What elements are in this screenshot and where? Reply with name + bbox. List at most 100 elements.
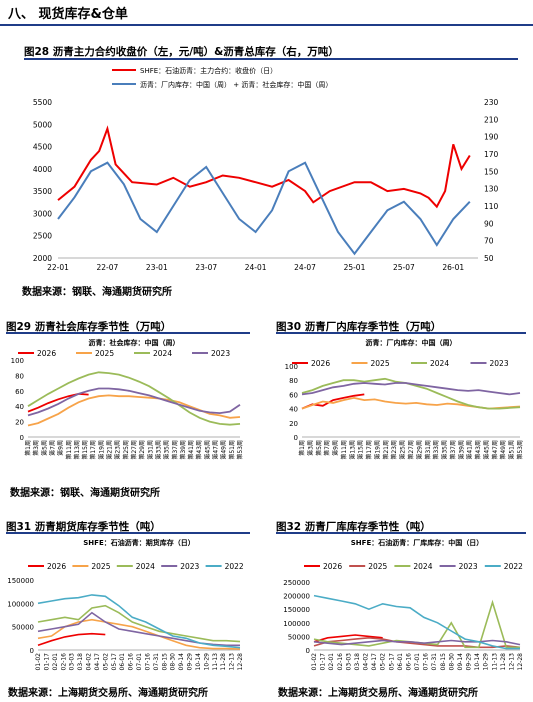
x-tick-label: 25-01 [344, 263, 366, 272]
legend-label-2024: 2024 [430, 359, 449, 368]
x-tick-label: 07-16 [423, 653, 430, 671]
legend-label-2025: 2025 [368, 562, 387, 571]
x-tick-label: 11-28 [220, 653, 227, 671]
x-tick-label: 12-13 [229, 653, 236, 671]
x-tick-label: 第15周 [357, 440, 365, 460]
x-tick-label: 第29周 [415, 440, 423, 460]
left-y-tick-label: 5000 [33, 120, 52, 129]
x-tick-label: 12-13 [508, 653, 515, 671]
series-line-2023 [313, 639, 521, 646]
series-line-2024 [27, 371, 241, 426]
y-tick-label: 0 [30, 647, 34, 655]
x-tick-label: 02-16 [60, 653, 67, 671]
chart-title: SHFE：石油沥青：期货库存（日） [83, 538, 194, 547]
x-tick-label: 第45周 [203, 440, 211, 460]
x-tick-label: 06-16 [128, 653, 135, 671]
x-tick-label: 第41周 [187, 440, 195, 460]
series-line-2026 [301, 393, 365, 410]
x-tick-label: 07-01 [136, 653, 143, 671]
legend-label-2025: 2025 [95, 349, 114, 358]
x-tick-label: 10-29 [483, 653, 490, 671]
x-tick-label: 第25周 [122, 440, 130, 460]
x-tick-label: 第19周 [373, 440, 381, 460]
x-tick-label: 08-15 [440, 653, 447, 671]
y-tick-label: 60 [289, 391, 298, 399]
left-y-tick-label: 2000 [33, 254, 52, 263]
figure-29-rule [6, 332, 250, 334]
x-tick-label: 02-01 [328, 653, 335, 671]
right-y-tick-label: 70 [484, 237, 494, 246]
x-tick-label: 07-31 [153, 653, 160, 671]
y-tick-label: 150000 [283, 606, 310, 614]
x-tick-label: 02-16 [337, 653, 344, 671]
figure-28-caption: 图28 沥青主力合约收盘价（左，元/吨）&沥青总库存（右，万吨） [24, 46, 339, 58]
y-tick-label: 20 [289, 420, 298, 428]
x-tick-label: 第39周 [457, 440, 465, 460]
legend-label-2026: 2026 [311, 359, 330, 368]
x-tick-label: 03-03 [69, 653, 76, 671]
x-tick-label: 第3周 [306, 440, 314, 456]
left-y-tick-label: 2500 [33, 232, 52, 241]
x-tick-label: 07-01 [414, 653, 421, 671]
series-line-2024 [37, 604, 241, 643]
x-tick-label: 03-03 [345, 653, 352, 671]
figure-31-caption: 图31 沥青期货库存季节性（吨） [6, 521, 161, 533]
legend-label-2025: 2025 [91, 562, 110, 571]
x-tick-label: 10-29 [203, 653, 210, 671]
figure-32-source: 数据来源：上海期货交易所、海通期货研究所 [278, 688, 478, 699]
series-line-2022 [37, 594, 241, 649]
x-tick-label: 第15周 [81, 440, 89, 460]
x-tick-label: 第49周 [220, 440, 228, 460]
x-tick-label: 第5周 [315, 440, 323, 456]
figure-31-source: 数据来源：上海期货交易所、海通期货研究所 [8, 688, 208, 699]
figure-30-rule [276, 332, 526, 334]
x-tick-label: 25-07 [393, 263, 415, 272]
legend-label-2023: 2023 [211, 349, 230, 358]
y-tick-label: 40 [289, 406, 298, 414]
x-tick-label: 第9周 [332, 440, 340, 456]
section-divider [0, 24, 533, 26]
legend-label-2024: 2024 [136, 562, 155, 571]
x-tick-label: 05-17 [111, 653, 118, 671]
y-tick-label: 0 [294, 434, 298, 442]
y-tick-label: 40 [15, 403, 24, 411]
x-tick-label: 第49周 [499, 440, 507, 460]
series-line-2025 [37, 618, 241, 650]
y-tick-label: 80 [289, 377, 298, 385]
x-tick-label: 第1周 [298, 440, 306, 456]
left-y-tick-label: 3000 [33, 209, 52, 218]
legend-label-0: SHFE：石油沥青：主力合约：收盘价（日） [140, 66, 277, 75]
x-tick-label: 07-16 [144, 653, 151, 671]
x-tick-label: 第35周 [441, 440, 449, 460]
chart-fig31: SHFE：石油沥青：期货库存（日） 2026 2025 2024 2023 2022 0 50… [7, 538, 244, 671]
y-tick-label: 60 [15, 388, 24, 396]
x-tick-label: 第43周 [474, 440, 482, 460]
x-tick-label: 06-16 [405, 653, 412, 671]
x-tick-label: 01-17 [43, 653, 50, 671]
y-tick-label: 50000 [12, 624, 34, 632]
y-tick-label: 100 [11, 357, 24, 365]
series-line-2025 [313, 636, 521, 649]
y-tick-label: 0 [20, 434, 24, 442]
x-tick-label: 第23周 [114, 440, 122, 460]
x-tick-label: 第47周 [491, 440, 499, 460]
right-y-tick-label: 230 [484, 98, 499, 107]
x-tick-label: 第27周 [407, 440, 415, 460]
legend-label-2026: 2026 [323, 562, 342, 571]
x-tick-label: 23-07 [195, 263, 217, 272]
x-tick-label: 第7周 [48, 440, 56, 456]
x-tick-label: 05-02 [102, 653, 109, 671]
series-line-2023 [27, 387, 241, 417]
legend-label-2026: 2026 [47, 562, 66, 571]
x-tick-label: 06-01 [397, 653, 404, 671]
x-tick-label: 第13周 [73, 440, 81, 460]
left-y-tick-label: 3500 [33, 187, 52, 196]
x-tick-label: 第31周 [424, 440, 432, 460]
y-tick-label: 0 [306, 647, 310, 655]
figure-32-caption: 图32 沥青厂库库存季节性（吨） [276, 521, 431, 533]
figure-28-rule [24, 58, 518, 60]
x-tick-label: 24-07 [294, 263, 316, 272]
x-tick-label: 第3周 [32, 440, 40, 456]
figure-29-source: 数据来源：钢联、海通期货研究所 [10, 488, 160, 499]
x-tick-label: 06-01 [119, 653, 126, 671]
